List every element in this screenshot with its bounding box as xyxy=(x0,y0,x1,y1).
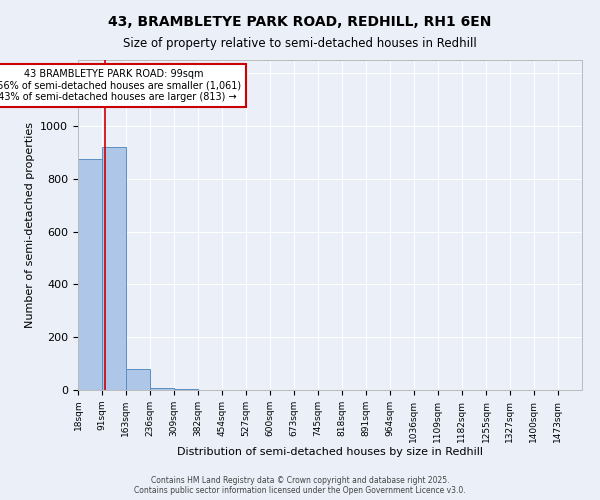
Text: Contains HM Land Registry data © Crown copyright and database right 2025.
Contai: Contains HM Land Registry data © Crown c… xyxy=(134,476,466,495)
X-axis label: Distribution of semi-detached houses by size in Redhill: Distribution of semi-detached houses by … xyxy=(177,448,483,458)
Text: Size of property relative to semi-detached houses in Redhill: Size of property relative to semi-detach… xyxy=(123,38,477,51)
Y-axis label: Number of semi-detached properties: Number of semi-detached properties xyxy=(25,122,35,328)
Text: 43 BRAMBLETYE PARK ROAD: 99sqm
← 56% of semi-detached houses are smaller (1,061): 43 BRAMBLETYE PARK ROAD: 99sqm ← 56% of … xyxy=(0,69,242,102)
Bar xyxy=(78,159,102,390)
Text: 43, BRAMBLETYE PARK ROAD, REDHILL, RH1 6EN: 43, BRAMBLETYE PARK ROAD, REDHILL, RH1 6… xyxy=(109,15,491,29)
Bar xyxy=(102,147,126,390)
Bar xyxy=(150,388,174,390)
Bar xyxy=(126,369,150,390)
